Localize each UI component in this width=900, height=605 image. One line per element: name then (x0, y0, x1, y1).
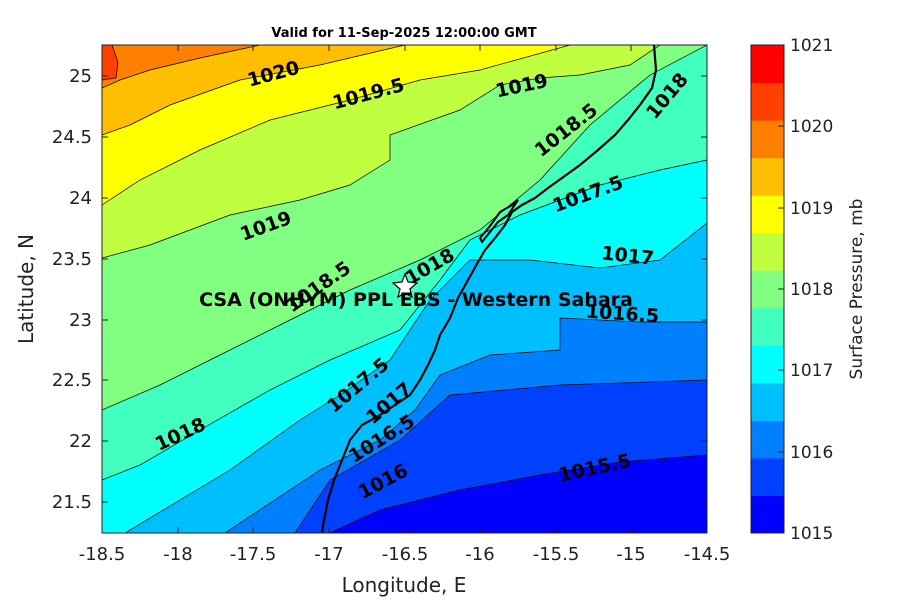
x-axis-label: Longitude, E (342, 573, 467, 597)
colorbar-tick-label: 1016 (790, 443, 833, 463)
colorbar-tick-label: 1017 (790, 361, 833, 381)
x-tick-label: -14.5 (684, 544, 731, 565)
colorbar-band (751, 232, 784, 271)
colorbar-bands (751, 45, 784, 534)
contour-label: 1016.5 (585, 300, 660, 327)
y-tick-label: 24.5 (52, 127, 92, 148)
figure-title: Valid for 11-Sep-2025 12:00:00 GMT (271, 26, 536, 41)
x-tick-label: -16.5 (382, 544, 429, 565)
y-tick-label: 22.5 (52, 370, 92, 391)
x-tick-label: -16 (465, 544, 494, 565)
y-axis: 21.5 22 22.5 23 23.5 24 24.5 25 Latitude… (14, 66, 707, 513)
y-tick-label: 23.5 (52, 249, 92, 270)
colorbar-band (751, 345, 784, 384)
coastline (320, 45, 658, 533)
x-tick-label: -17.5 (230, 544, 277, 565)
colorbar-band (751, 307, 784, 346)
colorbar-band (751, 45, 784, 84)
colorbar-tick-label: 1018 (790, 280, 833, 300)
colorbar-band (751, 382, 784, 421)
x-axis: -18.5 -18 -17.5 -17 -16.5 -16 -15.5 -15 … (79, 45, 731, 597)
y-tick-label: 24 (69, 188, 92, 209)
x-tick-label: -18 (163, 544, 192, 565)
colorbar-tick-label: 1021 (790, 36, 833, 56)
site-label: CSA (ONHYM) PPL EBS - Western Sahara (199, 289, 633, 311)
x-tick-label: -18.5 (79, 544, 126, 565)
band-1019.5 (102, 45, 406, 136)
y-tick-label: 21.5 (52, 492, 92, 513)
y-tick-label: 22 (69, 431, 92, 452)
colorbar: 1015 1016 1017 1018 1019 1020 1021 Surfa… (750, 36, 867, 544)
colorbar-band (751, 82, 784, 121)
y-tick-label: 23 (69, 310, 92, 331)
y-tick-label: 25 (69, 66, 92, 87)
band-1020.5 (102, 45, 119, 81)
colorbar-tick-label: 1019 (790, 199, 833, 219)
coastline-peninsula (478, 199, 519, 244)
colorbar-label: Surface Pressure, mb (847, 199, 867, 380)
colorbar-band (751, 495, 784, 534)
colorbar-tick-label: 1015 (790, 524, 833, 544)
x-tick-label: -15 (616, 544, 645, 565)
star-icon (391, 272, 419, 299)
colorbar-band (751, 420, 784, 459)
colorbar-tick-label: 1020 (790, 117, 833, 137)
colorbar-band (751, 157, 784, 196)
colorbar-band (751, 457, 784, 496)
y-axis-label: Latitude, N (14, 234, 38, 344)
x-tick-label: -17 (314, 544, 343, 565)
band-1020 (102, 45, 261, 89)
contour-label: 1017 (600, 242, 655, 269)
colorbar-band (751, 195, 784, 234)
x-tick-label: -15.5 (533, 544, 580, 565)
